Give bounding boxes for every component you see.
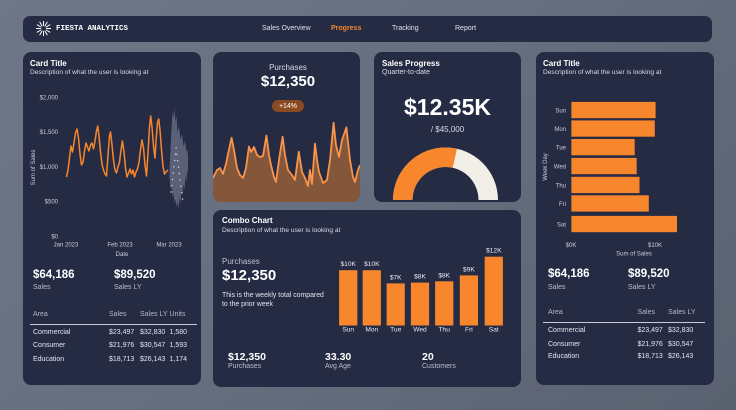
- svg-text:Thu: Thu: [556, 183, 566, 189]
- svg-text:Wed: Wed: [413, 327, 427, 334]
- svg-text:Tue: Tue: [390, 327, 401, 334]
- svg-text:Tue: Tue: [556, 146, 567, 152]
- svg-text:Fri: Fri: [559, 202, 566, 208]
- svg-text:$0K: $0K: [566, 243, 577, 249]
- svg-text:Fri: Fri: [465, 327, 473, 334]
- svg-text:Mar 2023: Mar 2023: [156, 243, 182, 249]
- svg-text:Sum of Sales: Sum of Sales: [616, 252, 652, 258]
- svg-text:$1,000: $1,000: [40, 165, 59, 171]
- svg-text:Sun: Sun: [555, 108, 566, 114]
- svg-text:$2,000: $2,000: [40, 96, 59, 102]
- svg-text:Thu: Thu: [439, 327, 451, 334]
- svg-text:$12K: $12K: [486, 248, 502, 255]
- svg-text:$0: $0: [51, 234, 58, 240]
- svg-text:$500: $500: [45, 200, 59, 206]
- svg-text:Week Day: Week Day: [543, 153, 549, 181]
- svg-text:$1,500: $1,500: [40, 130, 59, 136]
- svg-text:$8K: $8K: [438, 272, 450, 279]
- svg-text:Jan 2023: Jan 2023: [54, 243, 79, 249]
- svg-text:Sun: Sun: [342, 327, 354, 334]
- svg-text:Mon: Mon: [365, 327, 378, 334]
- svg-text:$10K: $10K: [340, 261, 356, 268]
- svg-text:Sat: Sat: [557, 222, 566, 228]
- svg-text:$9K: $9K: [463, 266, 475, 273]
- svg-text:Sum of Sales: Sum of Sales: [31, 150, 37, 186]
- svg-text:Sat: Sat: [489, 327, 499, 334]
- svg-text:$8K: $8K: [414, 274, 426, 281]
- svg-text:$10K: $10K: [648, 243, 662, 249]
- svg-text:Date: Date: [116, 252, 129, 258]
- svg-text:Mon: Mon: [554, 127, 566, 133]
- svg-text:Feb 2023: Feb 2023: [107, 243, 133, 249]
- svg-text:$7K: $7K: [390, 274, 402, 281]
- svg-text:Wed: Wed: [554, 164, 566, 170]
- svg-text:$10K: $10K: [364, 261, 380, 268]
